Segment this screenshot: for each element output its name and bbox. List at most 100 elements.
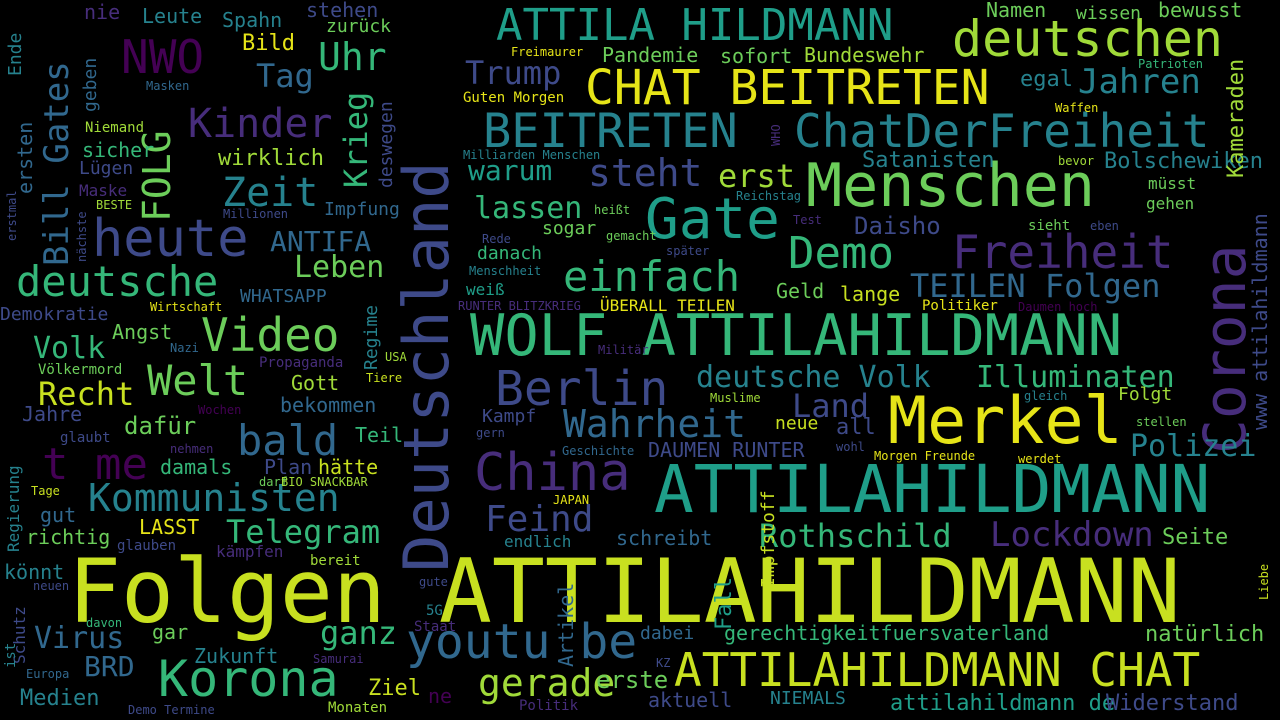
word: TEILEN Folgen (910, 267, 1161, 305)
word: Guten Morgen (463, 90, 565, 106)
word: deutsche Volk (696, 360, 931, 395)
word: ANTIFA (270, 225, 372, 258)
word: Angst (112, 320, 173, 344)
word: heißt (594, 203, 631, 217)
word: damals (160, 455, 233, 479)
word: Freiheit (952, 225, 1174, 279)
word: CHAT BEITRETEN (585, 60, 990, 116)
word: Politik (519, 698, 579, 714)
word: Rede (482, 232, 511, 246)
word: einfach (563, 252, 741, 301)
word: BESTE (96, 198, 133, 212)
word: Regime (361, 304, 382, 370)
word: Nazi (170, 341, 199, 355)
word: Folgt (1118, 384, 1173, 405)
word: attilahildmann de (890, 691, 1116, 716)
word: Trump (465, 54, 562, 92)
word: Folgen ATTILAHILDMANN (68, 540, 1181, 643)
word: gemacht (606, 229, 657, 243)
word: China (474, 443, 631, 503)
word: stehen (306, 0, 379, 22)
word: Kinder (188, 101, 333, 147)
word: Jahren (1078, 62, 1201, 102)
word: DAUMEN RUNTER (648, 438, 805, 462)
word: Demo (788, 228, 894, 279)
word: stellen (1136, 415, 1187, 429)
word: Kommunisten (88, 476, 340, 520)
word: t me (42, 439, 148, 490)
word: Masken (146, 79, 190, 93)
word: Jahre (22, 402, 83, 426)
word: Volk (33, 331, 106, 366)
word: Daumen hoch (1018, 300, 1098, 314)
word: ATTILAHILDMANN (654, 451, 1211, 528)
word: Politiker (922, 298, 998, 314)
word: Pandemie (602, 43, 699, 67)
word: Bolschewiken (1104, 149, 1263, 174)
word: Lügen (79, 158, 134, 179)
word: Staat (414, 619, 457, 635)
word: wissen (1076, 3, 1142, 24)
word: Fall (712, 577, 737, 630)
word: hätte (318, 455, 379, 479)
word: Ende (5, 32, 26, 76)
word: Tag (256, 57, 314, 95)
word: müsst (1148, 174, 1197, 193)
word: deutschen (952, 10, 1223, 68)
word: Bild (242, 31, 295, 56)
word: Korona (158, 650, 339, 708)
word: ist (3, 642, 19, 668)
word: Menschen (806, 151, 1095, 221)
word: kämpfen (216, 542, 284, 561)
word: BEITRETEN (483, 104, 738, 159)
word: Leute (142, 4, 203, 28)
word: erst (718, 157, 796, 195)
word: Gott (291, 371, 340, 395)
word: gleich (1024, 389, 1068, 403)
word: gerade (478, 661, 616, 705)
word: dafür (124, 412, 197, 440)
word: warum (468, 154, 553, 187)
word: USA (385, 350, 407, 364)
word: Impfstoff (758, 490, 779, 588)
word: Waffen (1055, 101, 1099, 115)
word: deutsche (16, 257, 219, 306)
word: NWO (121, 30, 205, 84)
word: Monaten (328, 700, 388, 716)
word: Virus (34, 621, 125, 656)
word: Illuminaten (976, 360, 1175, 395)
word: glauben (117, 538, 177, 554)
word: steht (588, 151, 703, 195)
word: Niemand (85, 120, 145, 136)
word: NIEMALS (770, 688, 846, 709)
word: lassen (474, 191, 583, 226)
word: ATTILAHILDMANN CHAT (674, 643, 1201, 697)
word: LASST (139, 515, 200, 539)
word: sofort (720, 44, 793, 68)
word: ganz (320, 614, 398, 652)
word: nie (84, 0, 121, 24)
word: Welt (147, 356, 249, 405)
word: Deutschland (390, 161, 463, 572)
word: Polizei (1130, 429, 1257, 464)
word: Satanisten (862, 148, 995, 173)
word: Uhr (318, 35, 387, 79)
word: Militär (598, 343, 649, 357)
word: schreibt (616, 526, 713, 550)
word: danach (477, 243, 543, 264)
word: Millionen (223, 207, 289, 221)
word: Impfung (324, 199, 400, 220)
word: erste (596, 666, 669, 694)
word: Reichstag (736, 189, 802, 203)
word: RUNTER BLITZKRIEG (458, 299, 581, 313)
word: werdet (1018, 452, 1062, 466)
word: neuen (33, 579, 70, 593)
word: gute (419, 575, 448, 589)
word: bevor (1058, 154, 1095, 168)
word: gar (152, 620, 189, 644)
word: gern (476, 426, 505, 440)
word: BIO SNACKBAR (281, 475, 368, 489)
word: Telegram (226, 513, 381, 551)
word: gerechtigkeitfuersvaterland (724, 621, 1050, 645)
